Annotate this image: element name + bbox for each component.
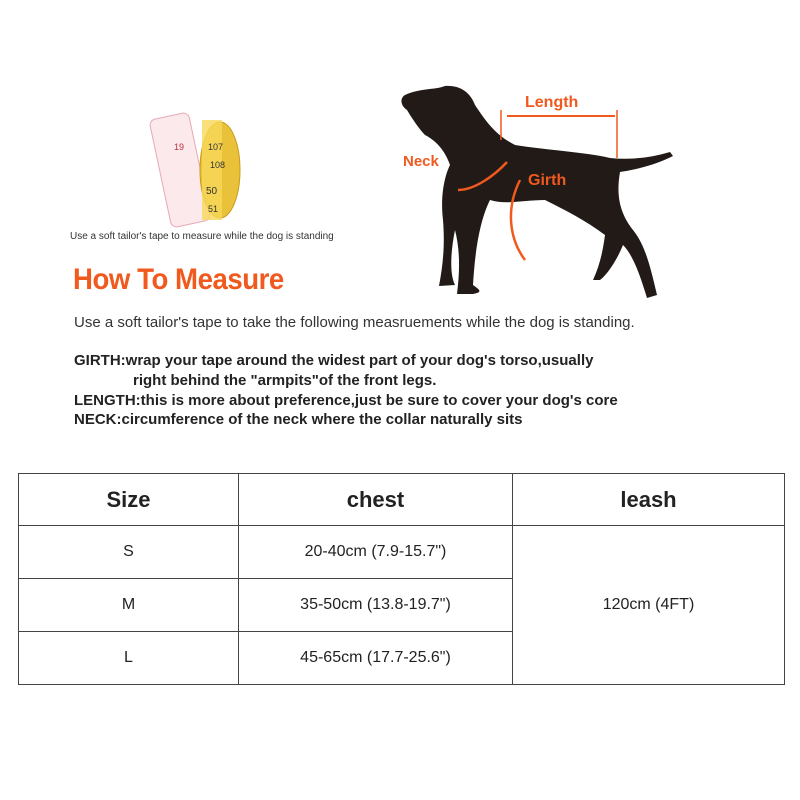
tape-caption: Use a soft tailor's tape to measure whil… — [70, 231, 334, 242]
header-size: Size — [18, 473, 239, 526]
size-table: Size chest leash S 20-40cm (7.9-15.7") 1… — [18, 473, 785, 685]
length-definition: LENGTH:this is more about preference,jus… — [74, 392, 618, 409]
chest-cell: 45-65cm (17.7-25.6") — [238, 631, 513, 685]
svg-text:Neck: Neck — [403, 153, 440, 170]
svg-text:Length: Length — [525, 94, 578, 111]
svg-text:19: 19 — [174, 142, 184, 152]
leash-cell: 120cm (4FT) — [512, 525, 785, 685]
svg-text:50: 50 — [206, 186, 218, 197]
neck-marker — [457, 161, 508, 192]
dog-diagram: Length Neck Girth — [401, 85, 673, 298]
size-cell: M — [18, 578, 239, 632]
table-row: L 45-65cm (17.7-25.6") — [18, 631, 785, 685]
size-cell: L — [18, 631, 239, 685]
svg-text:51: 51 — [208, 204, 218, 214]
chest-cell: 20-40cm (7.9-15.7") — [238, 525, 513, 579]
header-chest: chest — [238, 473, 513, 526]
page-title: How To Measure — [73, 263, 284, 296]
dog-silhouette — [401, 85, 673, 298]
neck-definition: NECK:circumference of the neck where the… — [74, 411, 523, 428]
svg-text:108: 108 — [210, 160, 225, 170]
table-row: M 35-50cm (13.8-19.7") — [18, 578, 785, 632]
girth-definition-cont: right behind the "armpits"of the front l… — [133, 372, 437, 389]
tape-measure-image: 19 107 108 50 51 — [149, 112, 241, 228]
header-leash: leash — [512, 473, 785, 526]
table-header-row: Size chest leash — [18, 473, 785, 526]
size-cell: S — [18, 525, 239, 579]
table-row: S 20-40cm (7.9-15.7") 120cm (4FT) — [18, 525, 785, 685]
intro-text: Use a soft tailor's tape to take the fol… — [74, 314, 635, 331]
chest-cell: 35-50cm (13.8-19.7") — [238, 578, 513, 632]
girth-marker — [509, 179, 527, 261]
girth-definition: GIRTH:wrap your tape around the widest p… — [74, 352, 594, 369]
svg-text:Girth: Girth — [528, 172, 566, 189]
svg-text:107: 107 — [208, 142, 223, 152]
